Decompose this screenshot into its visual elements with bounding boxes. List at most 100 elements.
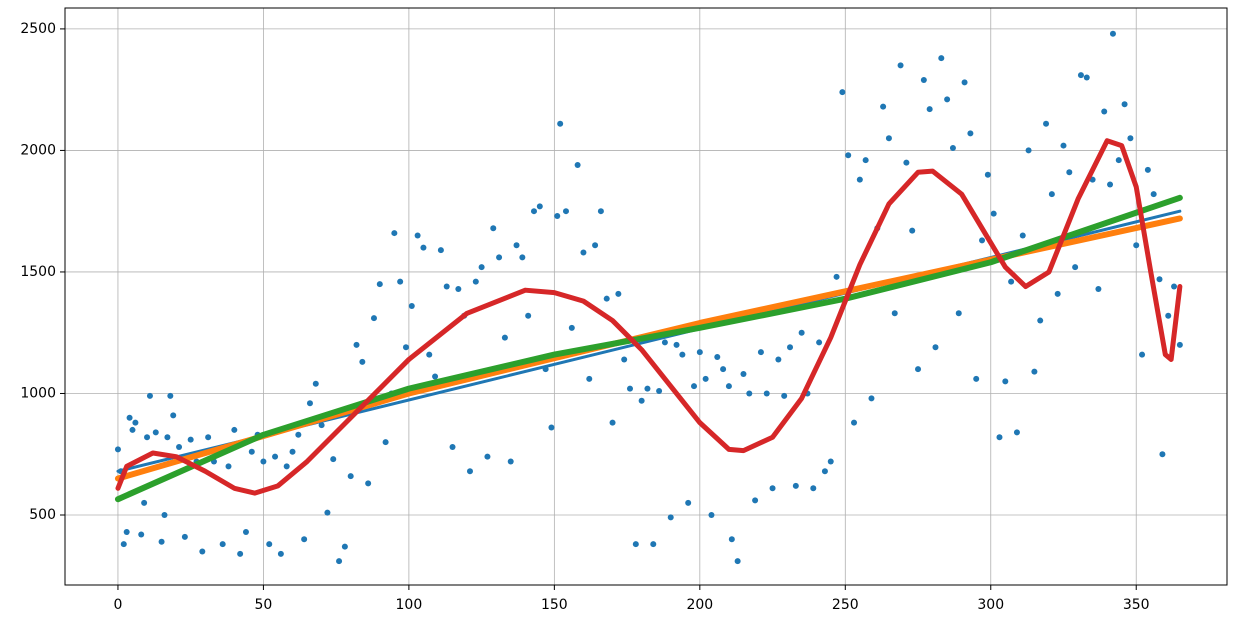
- scatter-point: [1101, 108, 1108, 115]
- scatter-point: [554, 213, 561, 220]
- scatter-point: [530, 208, 537, 215]
- scatter-point: [164, 434, 171, 441]
- scatter-point: [932, 344, 939, 351]
- scatter-point: [501, 334, 508, 341]
- scatter-point: [609, 419, 616, 426]
- scatter-point: [1077, 72, 1084, 79]
- scatter-point: [432, 373, 439, 380]
- scatter-point: [990, 210, 997, 217]
- scatter-point: [1171, 283, 1178, 290]
- scatter-point: [714, 354, 721, 361]
- scatter-point: [961, 79, 968, 86]
- scatter-point: [266, 541, 273, 548]
- scatter-point: [949, 144, 956, 151]
- scatter-point: [141, 499, 148, 506]
- scatter-point: [283, 463, 290, 470]
- scatter-point: [851, 419, 858, 426]
- x-tick-label: 200: [686, 597, 713, 613]
- scatter-point: [597, 208, 604, 215]
- scatter-point: [661, 339, 668, 346]
- scatter-point: [903, 159, 910, 166]
- scatter-point: [696, 349, 703, 356]
- scatter-point: [1176, 341, 1183, 348]
- scatter-point: [120, 541, 127, 548]
- scatter-point: [237, 550, 244, 557]
- scatter-point: [691, 383, 698, 390]
- scatter-point: [769, 485, 776, 492]
- scatter-point: [536, 203, 543, 210]
- scatter-point: [1025, 147, 1032, 154]
- scatter-point: [868, 395, 875, 402]
- scatter-point: [242, 529, 249, 536]
- scatter-point: [557, 120, 564, 127]
- scatter-point: [725, 383, 732, 390]
- scatter-point: [144, 434, 151, 441]
- scatter-point: [763, 390, 770, 397]
- scatter-point: [673, 341, 680, 348]
- scatter-point: [1107, 181, 1114, 188]
- scatter-point: [408, 302, 415, 309]
- scatter-point: [330, 456, 337, 463]
- scatter-point: [472, 278, 479, 285]
- scatter-point: [1048, 191, 1055, 198]
- scatter-point: [938, 55, 945, 62]
- scatter-point: [1156, 276, 1163, 283]
- scatter-point: [318, 422, 325, 429]
- scatter-point: [341, 543, 348, 550]
- scatter-point: [449, 443, 456, 450]
- scatter-point: [1008, 278, 1015, 285]
- scatter-point: [132, 419, 139, 426]
- scatter-point: [1083, 74, 1090, 81]
- scatter-point: [225, 463, 232, 470]
- scatter-point: [897, 62, 904, 69]
- scatter-point: [513, 242, 520, 249]
- scatter-point: [845, 152, 852, 159]
- scatter-point: [798, 329, 805, 336]
- scatter-point: [176, 443, 183, 450]
- scatter-point: [626, 385, 633, 392]
- scatter-point: [114, 446, 121, 453]
- scatter-point: [312, 380, 319, 387]
- scatter-point: [1121, 101, 1128, 108]
- scatter-point: [862, 157, 869, 164]
- scatter-point: [638, 397, 645, 404]
- scatter-point: [781, 392, 788, 399]
- line: [114, 215, 1183, 482]
- scatter-point: [248, 448, 255, 455]
- scatter-point: [484, 453, 491, 460]
- scatter-point: [126, 414, 133, 421]
- scatter-point: [301, 536, 308, 543]
- scatter-point: [138, 531, 145, 538]
- scatter-point: [161, 512, 168, 519]
- scatter-point: [1019, 232, 1026, 239]
- scatter-point: [324, 509, 331, 516]
- scatter-point: [525, 312, 532, 319]
- scatter-point: [443, 283, 450, 290]
- scatter-point: [915, 366, 922, 373]
- scatter-point: [574, 162, 581, 169]
- scatter-point: [580, 249, 587, 256]
- scatter-point: [353, 341, 360, 348]
- scatter-point: [219, 541, 226, 548]
- scatter-point: [426, 351, 433, 358]
- scatter-point: [347, 473, 354, 480]
- scatter-point: [955, 310, 962, 317]
- scatter-point: [490, 225, 497, 232]
- scatter-point: [1144, 166, 1151, 173]
- scatter-point: [1109, 30, 1116, 37]
- scatter-point: [1095, 285, 1102, 292]
- x-tick-label: 250: [832, 597, 859, 613]
- scatter-point: [656, 388, 663, 395]
- scatter-point: [984, 171, 991, 178]
- y-tick-label: 2500: [20, 21, 56, 37]
- scatter-point: [205, 434, 212, 441]
- scatter-point: [685, 499, 692, 506]
- scatter-point: [260, 458, 267, 465]
- scatter-point: [414, 232, 421, 239]
- scatter-point: [167, 392, 174, 399]
- line: [115, 138, 1183, 496]
- scatter-point: [728, 536, 735, 543]
- scatter-point: [466, 468, 473, 475]
- scatter-point: [289, 448, 296, 455]
- scatter-point: [129, 426, 136, 433]
